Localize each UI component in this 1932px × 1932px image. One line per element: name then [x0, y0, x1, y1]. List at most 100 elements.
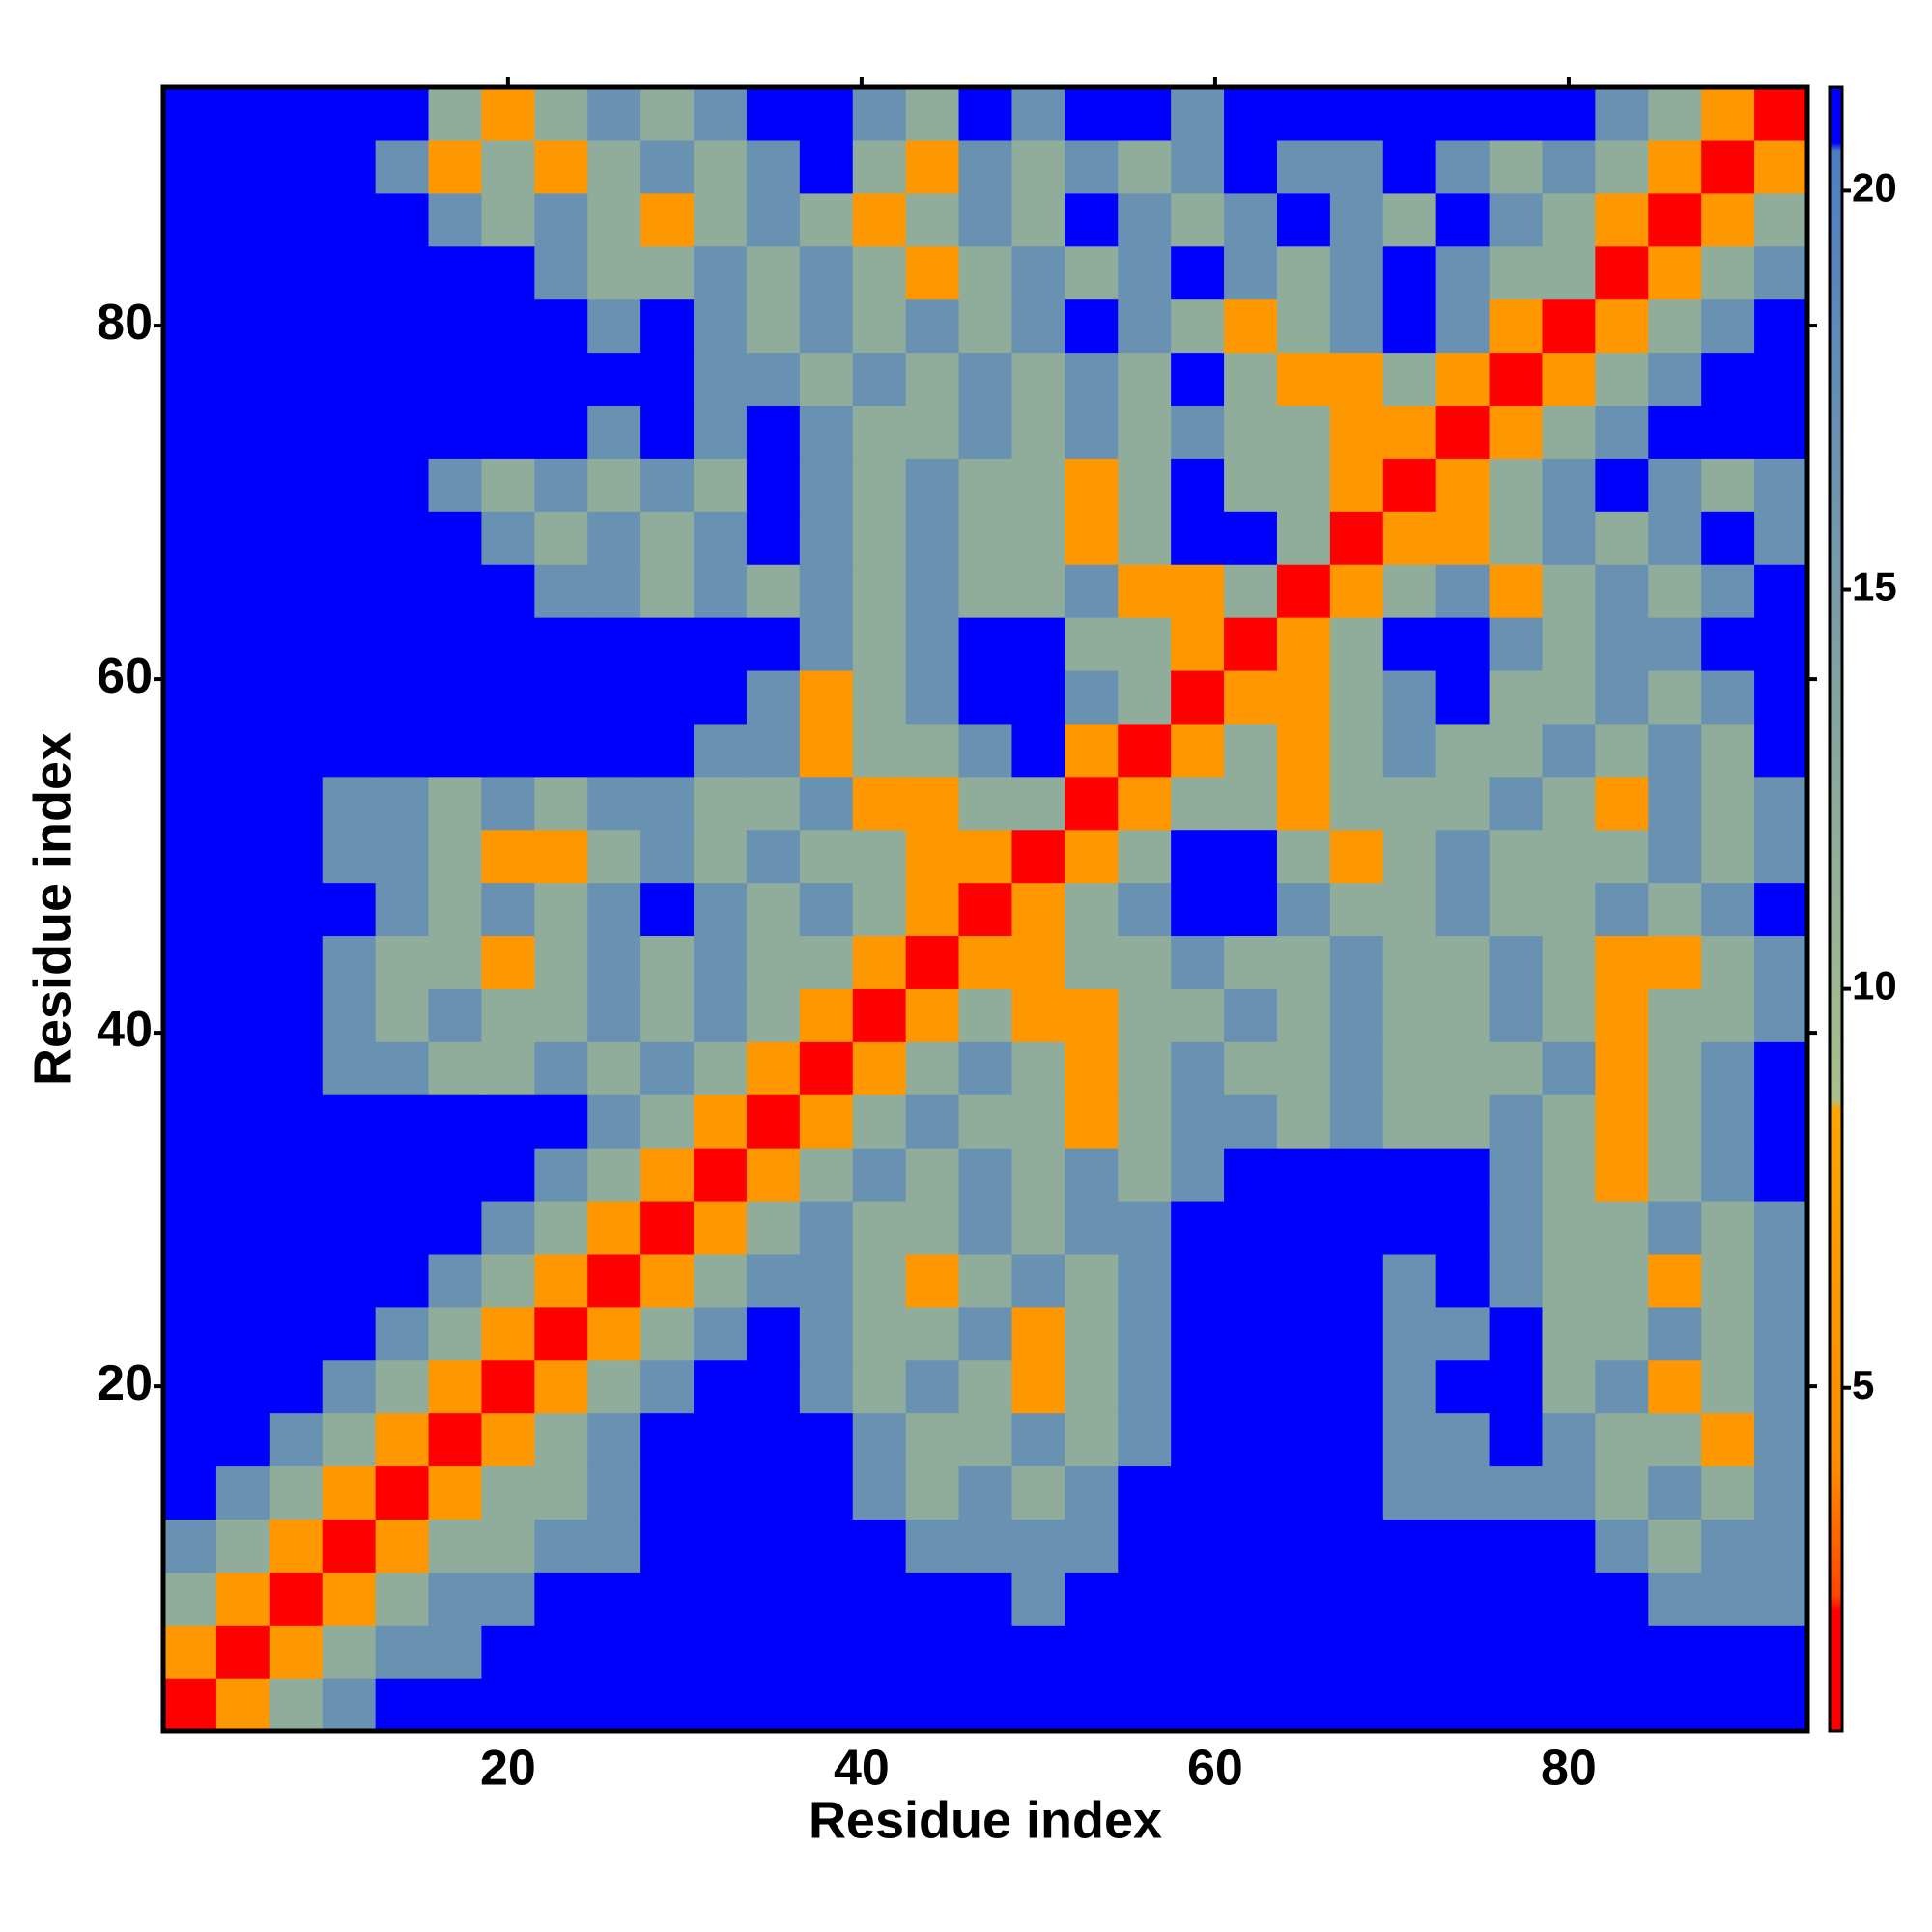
heatmap-cell	[640, 1465, 695, 1520]
heatmap-cell	[746, 298, 801, 354]
heatmap-cell	[269, 352, 324, 407]
heatmap-cell	[640, 1148, 695, 1202]
heatmap-cell	[1754, 564, 1808, 618]
heatmap-cell	[958, 1041, 1013, 1095]
heatmap-cell	[958, 1094, 1013, 1149]
heatmap-cell	[1065, 458, 1119, 512]
heatmap-cell	[1701, 1094, 1755, 1149]
heatmap-cell	[534, 1625, 588, 1679]
heatmap-cell	[640, 1094, 695, 1149]
heatmap-cell	[1648, 723, 1702, 778]
heatmap-cell	[1118, 935, 1172, 989]
heatmap-cell	[428, 1253, 483, 1308]
heatmap-cell	[1595, 935, 1649, 989]
heatmap-cell	[1595, 1041, 1649, 1095]
heatmap-cell	[1382, 511, 1437, 565]
heatmap-cell	[640, 935, 695, 989]
heatmap-cell	[322, 723, 377, 778]
heatmap-cell	[905, 139, 960, 194]
heatmap-cell	[1542, 511, 1596, 565]
heatmap-cell	[905, 1572, 960, 1626]
heatmap-cell	[215, 723, 270, 778]
heatmap-cell	[375, 935, 430, 989]
heatmap-cell	[1118, 298, 1172, 354]
heatmap-cell	[1701, 1678, 1755, 1732]
heatmap-cell	[587, 511, 641, 565]
heatmap-cell	[1276, 723, 1331, 778]
heatmap-cell	[1489, 1625, 1544, 1679]
heatmap-cell	[1701, 139, 1755, 194]
heatmap-cell	[694, 1678, 748, 1732]
heatmap-cell	[375, 1625, 430, 1679]
heatmap-cell	[587, 1678, 641, 1732]
heatmap-cell	[322, 1253, 377, 1308]
heatmap-cell	[1276, 1041, 1331, 1095]
heatmap-cell	[1648, 1359, 1702, 1414]
heatmap-cell	[163, 988, 217, 1042]
heatmap-cell	[1276, 458, 1331, 512]
heatmap-cell	[322, 1625, 377, 1679]
heatmap-cell	[694, 1094, 748, 1149]
heatmap-cell	[640, 723, 695, 778]
heatmap-cell	[640, 1678, 695, 1732]
heatmap-cell	[1382, 1306, 1437, 1361]
heatmap-cell	[1276, 87, 1331, 141]
heatmap-cell	[269, 829, 324, 884]
heatmap-cell	[215, 1359, 270, 1414]
heatmap-cell	[1648, 617, 1702, 671]
heatmap-cell	[1011, 1359, 1065, 1414]
heatmap-cell	[534, 1519, 588, 1573]
heatmap-cell	[799, 87, 854, 141]
heatmap-cell	[1435, 1519, 1491, 1573]
heatmap-cell	[322, 1148, 377, 1202]
heatmap-cell	[1489, 1519, 1544, 1573]
heatmap-cell	[1435, 1625, 1491, 1679]
heatmap-cell	[1118, 87, 1172, 141]
heatmap-cell	[1065, 405, 1119, 459]
heatmap-cell	[958, 564, 1013, 618]
heatmap-cell	[1754, 405, 1808, 459]
heatmap-cell	[428, 1200, 483, 1255]
heatmap-cell	[534, 1094, 588, 1149]
heatmap-cell	[481, 723, 535, 778]
heatmap-cell	[1648, 1253, 1702, 1308]
heatmap-cell	[1118, 1200, 1172, 1255]
heatmap-cell	[1754, 1253, 1808, 1308]
heatmap-cell	[1542, 1094, 1596, 1149]
heatmap-cell	[1011, 245, 1065, 300]
heatmap-cell	[746, 1200, 801, 1255]
heatmap-cell	[269, 1465, 324, 1520]
heatmap-cell	[1224, 1465, 1278, 1520]
x-axis-label: Residue index	[809, 1791, 1162, 1849]
heatmap-cell	[1701, 298, 1755, 354]
heatmap-cell	[1329, 87, 1384, 141]
heatmap-cell	[163, 511, 217, 565]
heatmap-cell	[215, 669, 270, 724]
heatmap-cell	[958, 1572, 1013, 1626]
heatmap-cell	[481, 511, 535, 565]
x-tick-label: 80	[1541, 1741, 1597, 1797]
heatmap-cell	[587, 1572, 641, 1626]
heatmap-cell	[852, 617, 907, 671]
heatmap-cell	[905, 1253, 960, 1308]
colorbar-tick-label: 10	[1852, 963, 1897, 1009]
heatmap-cell	[905, 87, 960, 141]
heatmap-cell	[587, 1625, 641, 1679]
heatmap-cell	[958, 405, 1013, 459]
heatmap-cell	[215, 458, 270, 512]
heatmap-cell	[1276, 192, 1331, 247]
heatmap-cell	[1595, 405, 1649, 459]
heatmap-cell	[215, 352, 270, 407]
heatmap-cell	[1118, 617, 1172, 671]
heatmap-cell	[1118, 245, 1172, 300]
heatmap-cell	[1224, 1519, 1278, 1573]
heatmap-cell	[1382, 192, 1437, 247]
heatmap-cell	[375, 1678, 430, 1732]
heatmap-cell	[481, 1412, 535, 1467]
heatmap-cell	[1648, 776, 1702, 831]
heatmap-cell	[958, 192, 1013, 247]
heatmap-cell	[163, 1253, 217, 1308]
heatmap-cell	[1011, 988, 1065, 1042]
heatmap-cell	[1011, 935, 1065, 989]
heatmap-cell	[163, 1519, 217, 1573]
